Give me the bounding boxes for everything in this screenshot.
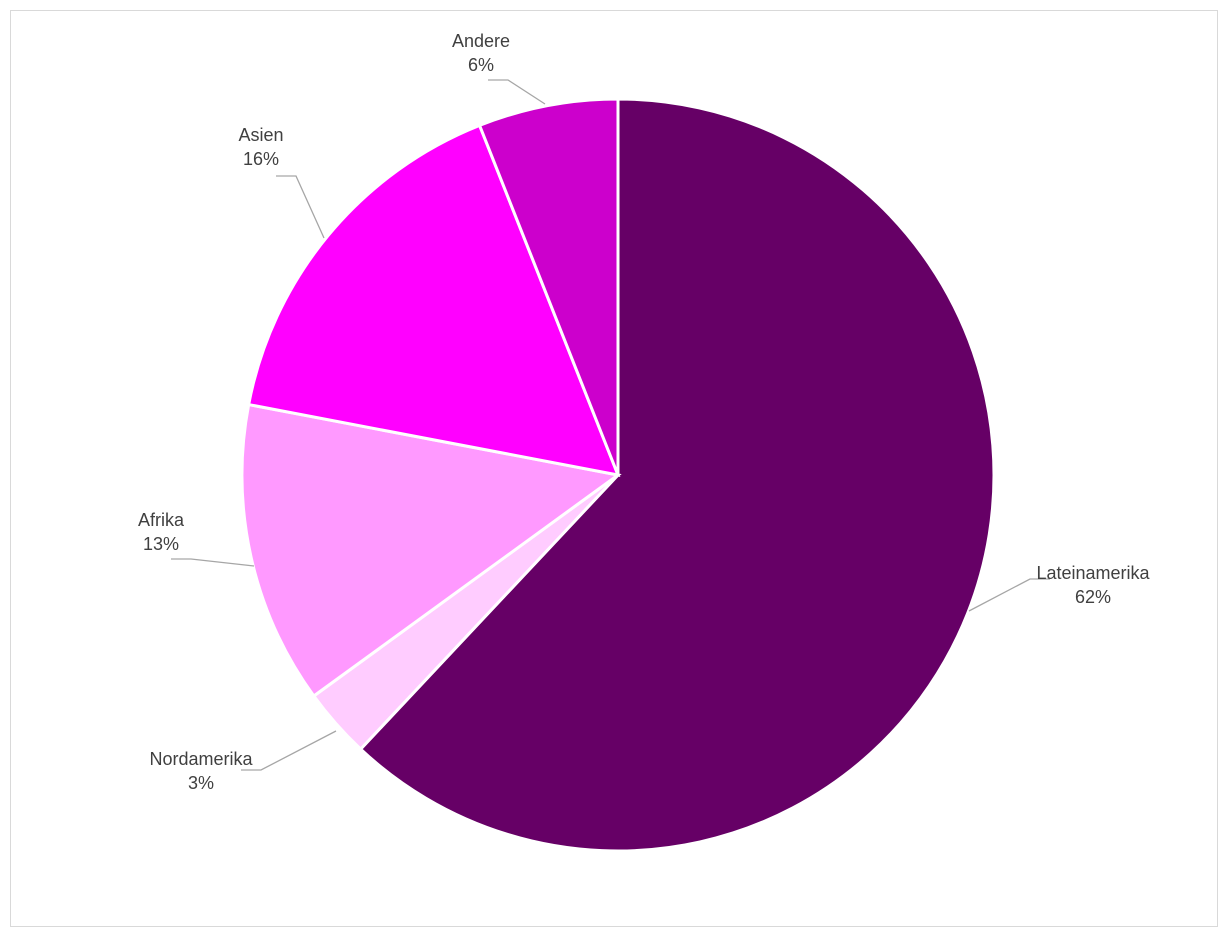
- pie-slice-lateinamerika: [358, 97, 996, 853]
- slice-label-andere: Andere: [452, 31, 510, 51]
- pie-slice-andere: [477, 97, 620, 476]
- leader-lines: [171, 79, 1050, 771]
- pie-chart: Lateinamerika 62% Nordamerika 3% Afrika 13% As…: [138, 31, 1151, 853]
- pie-slice-asien: [246, 123, 621, 477]
- slice-percent-andere: 6%: [468, 55, 494, 75]
- slice-label-asien: Asien: [238, 125, 283, 145]
- slices-layer: [240, 97, 996, 853]
- pie-slice-afrika: [240, 402, 622, 699]
- slice-percent-asien: 16%: [243, 149, 279, 169]
- slice-percent-nordamerika: 3%: [188, 773, 214, 793]
- labels-layer: Lateinamerika 62% Nordamerika 3% Afrika 13% As…: [138, 31, 1151, 793]
- leader-line-nordamerika: [241, 730, 337, 771]
- slice-label-afrika: Afrika: [138, 510, 185, 530]
- leader-line-afrika: [171, 558, 255, 567]
- slice-label-nordamerika: Nordamerika: [149, 749, 253, 769]
- slice-label-lateinamerika: Lateinamerika: [1036, 563, 1150, 583]
- chart-frame: Lateinamerika 62% Nordamerika 3% Afrika 13% As…: [10, 10, 1218, 927]
- slice-percent-lateinamerika: 62%: [1075, 587, 1111, 607]
- leader-line-andere: [488, 79, 546, 105]
- slice-percent-afrika: 13%: [143, 534, 179, 554]
- leader-line-lateinamerika: [968, 578, 1050, 612]
- leader-line-asien: [276, 175, 325, 239]
